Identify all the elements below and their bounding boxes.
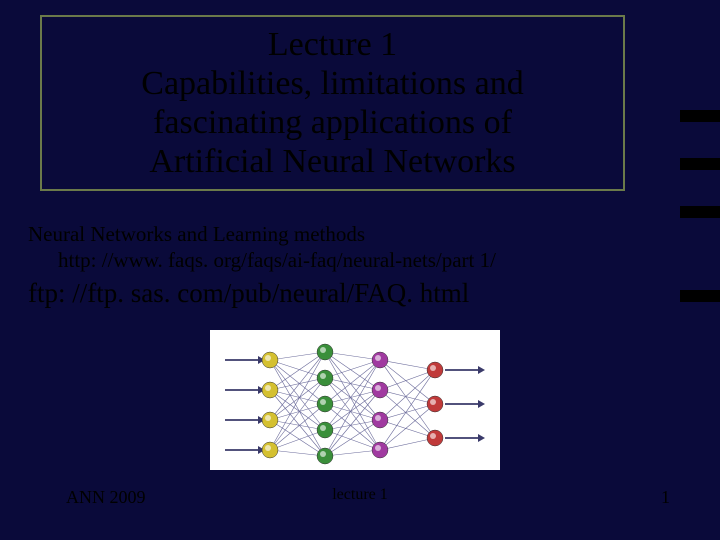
title-line-3: fascinating applications of [62, 103, 603, 142]
title-line-4: Artificial Neural Networks [62, 142, 603, 181]
url-1: http: //www. faqs. org/faqs/ai-faq/neura… [58, 248, 496, 273]
footer-center: lecture 1 [0, 486, 720, 504]
footer-right: 1 [661, 487, 670, 508]
title-line-1: Lecture 1 [62, 25, 603, 64]
url-2: ftp: //ftp. sas. com/pub/neural/FAQ. htm… [28, 278, 469, 309]
title-box: Lecture 1 Capabilities, limitations and … [40, 15, 625, 191]
neural-network-diagram [210, 330, 500, 470]
accent-decoration [670, 100, 720, 300]
subtitle-text: Neural Networks and Learning methods [28, 222, 365, 247]
title-line-2: Capabilities, limitations and [62, 64, 603, 103]
